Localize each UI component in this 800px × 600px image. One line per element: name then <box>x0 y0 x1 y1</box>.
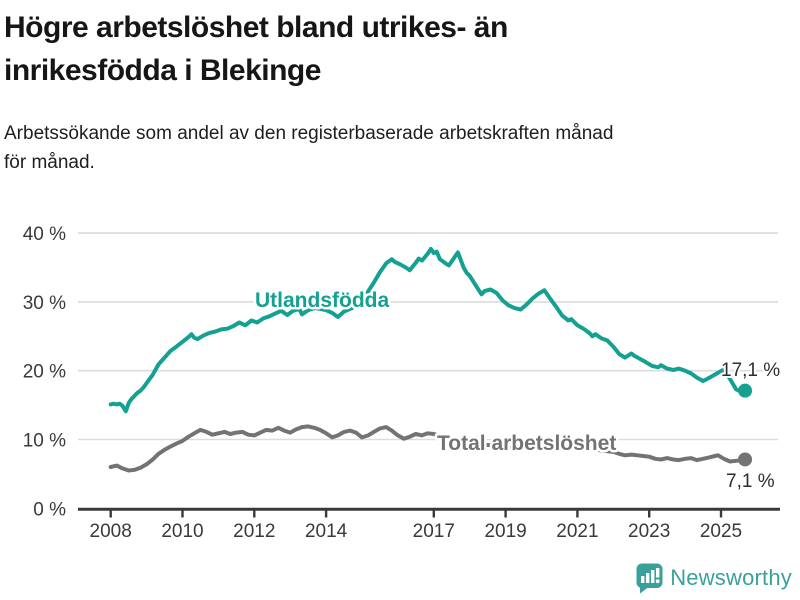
y-axis-label: 20 % <box>23 362 66 383</box>
x-axis-label: 2014 <box>305 521 348 542</box>
y-axis-label: 0 % <box>33 499 66 520</box>
y-axis-label: 40 % <box>23 224 66 245</box>
chart-subtitle-line1: Arbetssökande som andel av den registerb… <box>4 123 614 144</box>
chart-title-line2: inrikesfödda i Blekinge <box>4 54 321 87</box>
series-line-total <box>108 424 748 473</box>
series-end-dot-utlandsfodda <box>738 383 753 398</box>
x-axis-label: 2021 <box>556 521 598 542</box>
end-value-label-total: 7,1 % <box>726 471 775 492</box>
x-axis-label: 2025 <box>700 521 742 542</box>
chart-subtitle-line2: för månad. <box>4 152 95 173</box>
series-end-dot-total <box>738 452 753 467</box>
x-axis-label: 2019 <box>484 521 526 542</box>
x-axis-label: 2008 <box>90 521 132 542</box>
x-axis-label: 2017 <box>413 521 455 542</box>
series-label-total-arbetsloshet: Total arbetslöshet <box>437 432 616 455</box>
x-axis-label: 2012 <box>233 521 275 542</box>
chart-title: Högre arbetslöshet bland utrikes- än inr… <box>4 6 764 92</box>
newsworthy-logo: Newsworthy <box>636 562 792 594</box>
end-value-label-utlandsfodda: 17,1 % <box>721 360 780 381</box>
series-label-utlandsfodda: Utlandsfödda <box>255 289 389 312</box>
chart-render-layer: 0 % 10 % 20 % 30 % 40 % 2008 2010 2012 2014 2017 2… <box>23 224 780 542</box>
chart-subtitle: Arbetssökande som andel av den registerb… <box>4 119 774 177</box>
y-axis-label: 30 % <box>23 293 66 314</box>
newsworthy-wordmark: Newsworthy <box>670 565 792 590</box>
x-axis-label: 2010 <box>161 521 203 542</box>
newsworthy-icon <box>636 563 663 593</box>
series-line-utlandsfodda <box>108 246 748 414</box>
chart-title-line1: Högre arbetslöshet bland utrikes- än <box>4 11 508 44</box>
y-axis-label: 10 % <box>23 431 66 452</box>
x-axis-label: 2023 <box>628 521 670 542</box>
